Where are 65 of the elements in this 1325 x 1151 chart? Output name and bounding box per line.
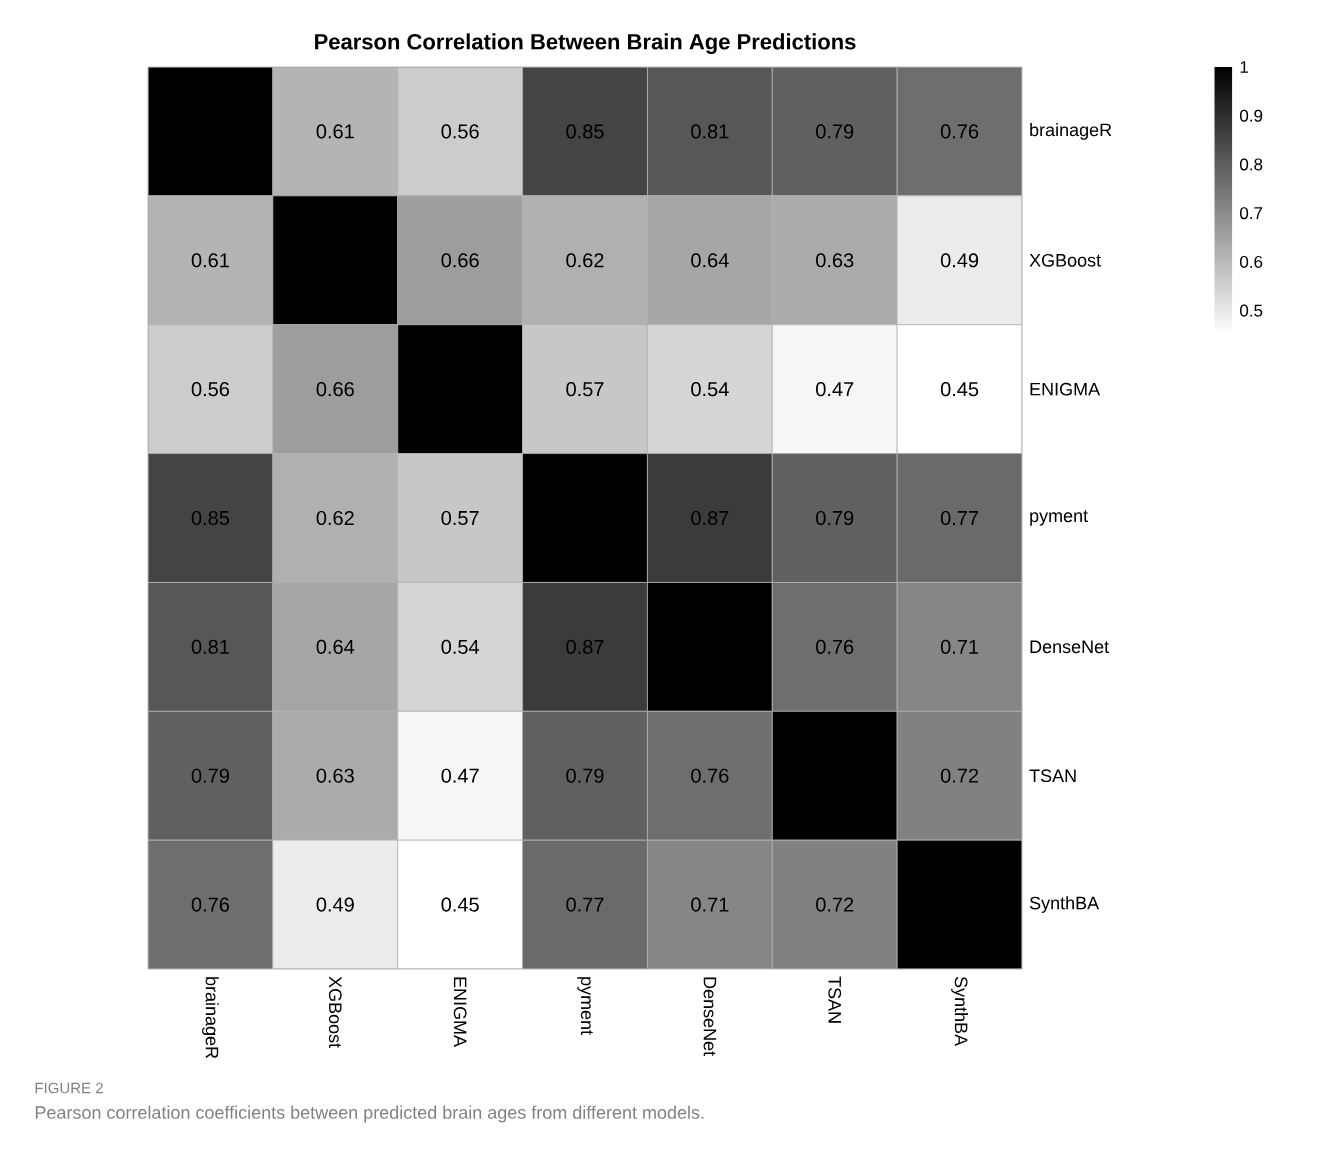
data-label: 0.79 xyxy=(191,768,229,783)
data-label: 0.64 xyxy=(691,253,729,268)
data-label: 0.81 xyxy=(191,639,229,654)
data-label: 0.77 xyxy=(940,510,979,526)
color-bar-label: 0.7 xyxy=(1240,207,1263,220)
x-tick-label: XGBoost xyxy=(328,976,342,1048)
data-label: 0.81 xyxy=(691,124,729,139)
data-label: 0.62 xyxy=(316,510,354,526)
data-label: 0.76 xyxy=(940,124,979,139)
data-label: 0.71 xyxy=(691,897,729,912)
data-label: 0.56 xyxy=(441,124,479,139)
x-tick-label: ENIGMA xyxy=(453,977,467,1048)
data-label: 0.72 xyxy=(816,897,854,912)
data-label: 0.85 xyxy=(566,124,604,139)
color-bar-label: 0.5 xyxy=(1240,304,1263,317)
data-label: 0.63 xyxy=(316,768,354,783)
data-label: 0.76 xyxy=(691,768,729,783)
data-label: 0.76 xyxy=(191,897,230,912)
data-label: 0.49 xyxy=(940,253,979,268)
text: Pearson correlation coefficients between predicted brain ages from different models. xyxy=(35,1105,704,1123)
data-label: 0.47 xyxy=(441,768,479,783)
y-tick-label: SynthBA xyxy=(1029,896,1100,913)
data-label: 0.56 xyxy=(191,382,230,397)
color-bar-label: 1 xyxy=(1240,61,1248,73)
chart-title: Pearson Correlation Between Brain Age Predictions xyxy=(315,33,856,54)
y-tick-label: brainageR xyxy=(1030,123,1112,140)
x-tick-label: pyment xyxy=(577,977,593,1035)
data-label: 0.49 xyxy=(316,897,354,912)
data-label: 0.77 xyxy=(566,897,604,912)
data-label: 0.76 xyxy=(816,639,854,654)
data-label: 0.54 xyxy=(441,639,480,654)
y-tick-label: pyment xyxy=(1030,510,1088,526)
caption: FIGURE 2 xyxy=(35,1082,103,1094)
y-tick-label: ENIGMA xyxy=(1030,382,1101,396)
data-label: 0.85 xyxy=(191,510,230,526)
x-tick-label: brainageR xyxy=(202,977,219,1059)
data-label: 0.64 xyxy=(316,639,355,654)
data-label: 0.62 xyxy=(566,253,604,268)
x-tick-label: TSAN xyxy=(828,976,842,1023)
data-label: 0.61 xyxy=(316,124,354,139)
y-tick-label: XGBoost xyxy=(1029,253,1101,267)
color-bar-label: 0.9 xyxy=(1240,109,1263,122)
data-label: 0.45 xyxy=(940,382,979,397)
data-label: 0.57 xyxy=(566,382,604,397)
data-label: 0.79 xyxy=(816,124,854,139)
x-tick-label: SynthBA xyxy=(951,976,968,1047)
x-tick-label: DenseNet xyxy=(703,977,717,1056)
data-label: 0.66 xyxy=(441,253,479,268)
data-label: 0.87 xyxy=(566,639,604,654)
data-label: 0.79 xyxy=(566,768,604,783)
data-label: 0.57 xyxy=(441,510,479,526)
data-label: 0.47 xyxy=(816,382,854,397)
y-tick-label: DenseNet xyxy=(1030,640,1109,654)
data-label: 0.87 xyxy=(691,510,729,526)
data-label: 0.54 xyxy=(691,382,729,397)
data-label: 0.79 xyxy=(816,510,854,526)
data-label: 0.66 xyxy=(316,382,354,397)
color-bar-label: 0.8 xyxy=(1240,158,1263,171)
color-bar-label: 0.6 xyxy=(1240,255,1263,268)
data-label: 0.72 xyxy=(940,768,979,783)
data-label: 0.45 xyxy=(441,897,479,912)
data-label: 0.71 xyxy=(940,639,979,654)
data-label: 0.63 xyxy=(816,253,854,268)
y-tick-label: TSAN xyxy=(1029,769,1076,783)
data-label: 0.61 xyxy=(191,253,229,268)
